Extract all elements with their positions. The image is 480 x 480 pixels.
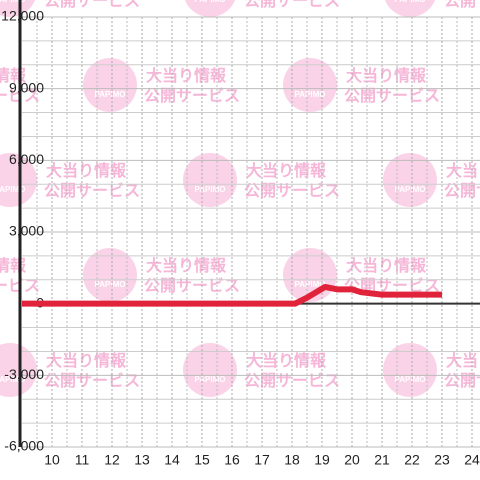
watermark-logo: PAPIMO: [295, 90, 326, 99]
watermark-text: 公開サービス: [144, 87, 240, 105]
watermark-logo: PAPIMO: [295, 280, 326, 289]
x-tick-label: 11: [75, 452, 90, 468]
x-tick-label: 17: [254, 452, 270, 468]
x-tick-label: 15: [194, 452, 210, 468]
watermark-text: 大当り情報: [346, 256, 427, 275]
watermark-text: 公開サービス: [244, 182, 340, 200]
watermark-text: 公開サービス: [444, 372, 480, 390]
series-line: [22, 283, 442, 307]
x-tick-label: 21: [374, 452, 390, 468]
watermark-logo: PAPIMO: [395, 185, 426, 194]
watermark-circle: [283, 58, 337, 112]
y-tick-label: 3,000: [9, 223, 44, 239]
x-tick-label: 22: [404, 452, 420, 468]
x-tick-label: 10: [44, 452, 60, 468]
watermark-logo: PAPIMO: [395, 0, 426, 4]
x-tick-label: 19: [314, 452, 330, 468]
watermark-text: 大当り情報: [446, 351, 480, 370]
watermark-text: 公開サービス: [44, 0, 140, 10]
watermark-logo: PAPIMO: [195, 375, 226, 384]
watermark-logo: PAPIMO: [195, 0, 226, 4]
watermark-circle: [183, 343, 237, 397]
x-tick-label: 18: [284, 452, 300, 468]
watermark-circle: [0, 0, 36, 17]
watermark-circle: [183, 153, 237, 207]
watermark-text: 大当り情報: [46, 351, 127, 370]
watermark-logo: PAPIMO: [0, 375, 25, 384]
watermark-logo: PAPIMO: [0, 0, 25, 4]
watermark-text: 公開サービス: [44, 182, 140, 200]
watermark-text: 大当り情報: [0, 256, 27, 275]
watermark-text: 大当り情報: [346, 66, 427, 85]
y-tick-label: -6,000: [4, 438, 44, 454]
watermark-text: 大当り情報: [246, 351, 327, 370]
watermark-text: 公開サービス: [44, 372, 140, 390]
grid: [22, 17, 480, 447]
x-tick-label: 16: [224, 452, 240, 468]
y-tick-label: 9,000: [9, 79, 44, 95]
watermark-circle: [83, 58, 137, 112]
watermark-circle: [0, 153, 37, 207]
watermark-text: 大当り情報: [246, 161, 327, 180]
watermark-layer: PAPIMO大当り情報公開サービスPAPIMO大当り情報公開サービスPAPIMO…: [0, 0, 480, 397]
watermark-logo: PAPIMO: [95, 90, 126, 99]
watermark-text: 公開サービス: [144, 277, 240, 295]
y-tick-label: -3,000: [4, 366, 44, 382]
watermark-text: 公開サービス: [444, 0, 480, 10]
y-tick-label: 6,000: [9, 151, 44, 167]
x-tick-label: 20: [344, 452, 360, 468]
watermark-text: 大当り情報: [446, 161, 480, 180]
watermark-circle: [383, 153, 437, 207]
watermark-text: 公開サービス: [444, 182, 480, 200]
x-tick-label: 12: [104, 452, 120, 468]
watermark-text: 大当り情報: [146, 66, 227, 85]
x-tick-label: 23: [434, 452, 450, 468]
watermark-circle: [384, 0, 436, 17]
x-tick-label: 13: [134, 452, 150, 468]
watermark-text: 公開サービス: [244, 0, 340, 10]
watermark-circle: [184, 0, 236, 17]
watermark-text: 大当り情報: [46, 161, 127, 180]
watermark-circle: [0, 343, 37, 397]
watermark-logo: PAPIMO: [195, 185, 226, 194]
watermark-logo: PAPIMO: [395, 375, 426, 384]
y-tick-label: 12,000: [1, 8, 44, 24]
x-tick-label: 24: [464, 452, 480, 468]
x-tick-label: 14: [164, 452, 180, 468]
watermark-text: 公開サービス: [344, 87, 440, 105]
watermark-circle: [383, 343, 437, 397]
watermark-logo: PAPIMO: [95, 280, 126, 289]
watermark-logo: PAPIMO: [0, 185, 25, 194]
